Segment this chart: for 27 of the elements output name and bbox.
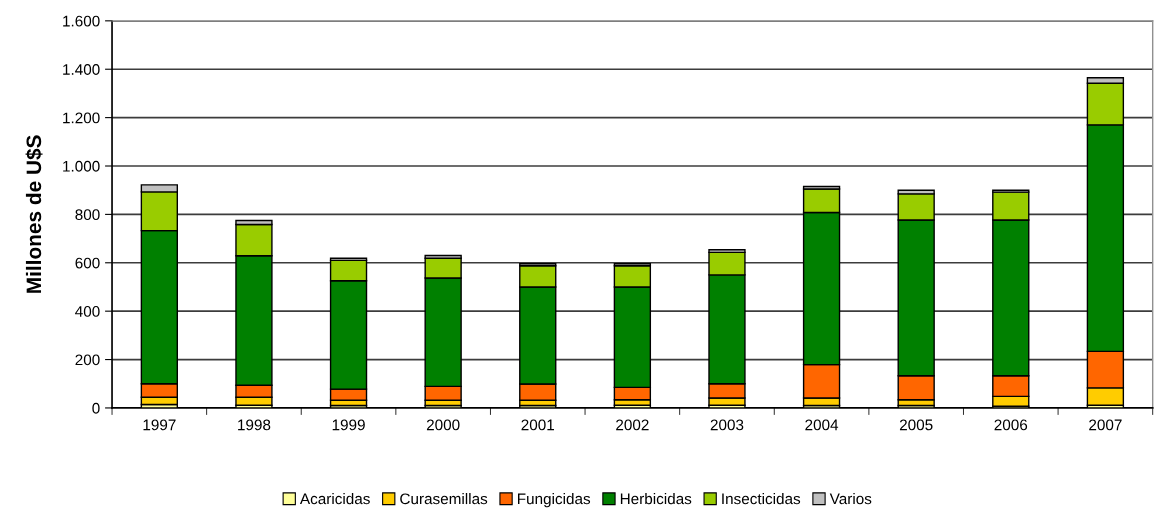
- y-tick-label: 400: [75, 306, 100, 317]
- y-tick-label: 600: [75, 257, 100, 269]
- x-tick-label: 2004: [805, 419, 839, 431]
- y-tick-label: 0: [92, 402, 100, 414]
- legend-label: Insecticidas: [722, 493, 801, 505]
- y-tick-label: 1.200: [63, 112, 100, 124]
- x-tick-label: 2005: [899, 419, 933, 431]
- x-tick-label: 2002: [616, 419, 649, 431]
- legend-label: Varios: [829, 493, 872, 505]
- legend-label: Herbicidas: [620, 493, 692, 505]
- x-tick-label: 2003: [710, 419, 744, 431]
- legend-label: Acaricidas: [299, 493, 370, 505]
- y-tick-label: 1.000: [63, 160, 100, 172]
- y-axis-title: Millones de U$S: [25, 135, 43, 293]
- y-tick-label: 1.400: [63, 64, 100, 75]
- y-tick-label: 200: [75, 354, 100, 366]
- y-tick-label: 1.600: [63, 15, 100, 27]
- legend-label: Fungicidas: [518, 493, 591, 508]
- x-tick-label: 2006: [994, 419, 1028, 431]
- y-tick-label: 800: [75, 209, 100, 221]
- x-tick-label: 2001: [521, 419, 555, 431]
- x-tick-label: 1999: [332, 419, 365, 431]
- x-tick-label: 1998: [238, 419, 271, 431]
- x-tick-label: 2000: [426, 419, 460, 431]
- legend-label: Curasemillas: [400, 493, 488, 505]
- x-tick-label: 2007: [1089, 419, 1122, 431]
- x-tick-label: 1997: [143, 419, 176, 431]
